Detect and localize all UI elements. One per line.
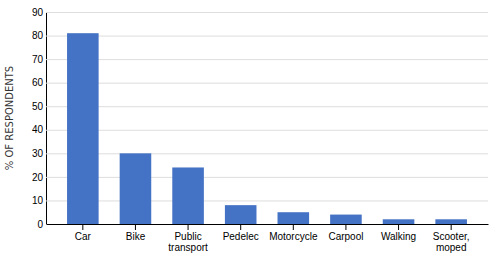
x-tick-label: Pedelec: [223, 231, 259, 242]
grid-line: [46, 153, 488, 154]
y-tick: 30: [32, 148, 488, 159]
x-tick-mark: [451, 224, 452, 230]
y-tick-label: 80: [32, 30, 44, 41]
x-tick-label: Scooter,moped: [433, 231, 470, 253]
x-tick: Bike: [126, 224, 146, 242]
bar: [67, 33, 99, 224]
grid-line: [46, 106, 488, 107]
x-tick-label-line: moped: [436, 242, 467, 253]
grid-line: [46, 177, 488, 178]
x-tick-label-line: transport: [168, 242, 208, 253]
x-tick-mark: [293, 224, 294, 230]
grid-line: [46, 200, 488, 201]
x-tick: Publictransport: [168, 224, 208, 253]
x-tick-mark: [135, 224, 136, 230]
y-tick-label: 40: [32, 124, 44, 135]
grid-line: [46, 83, 488, 84]
bar: [225, 205, 257, 224]
x-tick: Scooter,moped: [433, 224, 470, 253]
x-tick: Pedelec: [223, 224, 259, 242]
grid-line: [46, 12, 488, 13]
y-tick-label: 60: [32, 77, 44, 88]
grid-line: [46, 224, 488, 225]
plot: 0 10 20 30 40 50 60 70 80 90 Car Bike Publictranspor…: [32, 7, 489, 253]
x-tick-label-line: Scooter,: [433, 231, 470, 242]
x-tick: Car: [75, 224, 92, 242]
bars: [67, 33, 467, 224]
x-tick-mark: [82, 224, 83, 230]
x-tick-label-line: Pedelec: [223, 231, 259, 242]
x-tick: Carpool: [328, 224, 363, 242]
bar: [383, 219, 415, 224]
y-tick: 40: [32, 124, 488, 135]
bar: [435, 219, 467, 224]
x-tick-mark: [240, 224, 241, 230]
grid-line: [46, 36, 488, 37]
y-tick: 60: [32, 77, 488, 88]
x-tick-label: Carpool: [328, 231, 363, 242]
y-tick: 50: [32, 101, 488, 112]
y-axis: 0 10 20 30 40 50 60 70 80 90: [32, 7, 488, 230]
y-tick: 70: [32, 54, 488, 65]
bar: [330, 215, 362, 224]
x-axis-line: [47, 224, 489, 225]
chart-container: 0 10 20 30 40 50 60 70 80 90 Car Bike Publictranspor…: [0, 0, 500, 258]
y-tick: 0: [37, 219, 488, 230]
x-tick-label: Bike: [126, 231, 146, 242]
y-tick-label: 20: [32, 172, 44, 183]
x-tick-mark: [188, 224, 189, 230]
y-tick-label: 10: [32, 195, 44, 206]
x-tick-label-line: Walking: [381, 231, 416, 242]
x-tick-mark: [398, 224, 399, 230]
x-tick-label-line: Car: [75, 231, 92, 242]
x-tick-label-line: Bike: [126, 231, 146, 242]
x-axis: Car Bike Publictransport Pedelec Motorcycle C…: [47, 224, 489, 253]
y-tick: 80: [32, 30, 488, 41]
x-tick-mark: [345, 224, 346, 230]
y-tick-label: 90: [32, 7, 44, 18]
x-tick: Motorcycle: [269, 224, 318, 242]
y-axis-line: [47, 13, 489, 225]
y-tick: 90: [32, 7, 488, 18]
bar: [278, 212, 310, 224]
x-tick: Walking: [381, 224, 416, 242]
x-tick-label: Car: [75, 231, 92, 242]
x-tick-label-line: Public: [174, 231, 201, 242]
x-tick-label: Motorcycle: [269, 231, 318, 242]
y-tick: 10: [32, 195, 488, 206]
grid-line: [46, 130, 488, 131]
y-tick: 20: [32, 172, 488, 183]
bar: [172, 167, 204, 224]
y-tick-label: 50: [32, 101, 44, 112]
grid-line: [46, 59, 488, 60]
chart-svg: 0 10 20 30 40 50 60 70 80 90 Car Bike Publictranspor…: [0, 0, 500, 258]
bar: [120, 153, 152, 224]
y-axis-title: % OF RESPONDENTS: [4, 66, 15, 170]
y-tick-label: 0: [37, 219, 43, 230]
x-tick-label-line: Carpool: [328, 231, 363, 242]
x-tick-label-line: Motorcycle: [269, 231, 318, 242]
y-tick-label: 70: [32, 54, 44, 65]
y-tick-label: 30: [32, 148, 44, 159]
x-tick-label: Publictransport: [168, 231, 208, 253]
x-tick-label: Walking: [381, 231, 416, 242]
